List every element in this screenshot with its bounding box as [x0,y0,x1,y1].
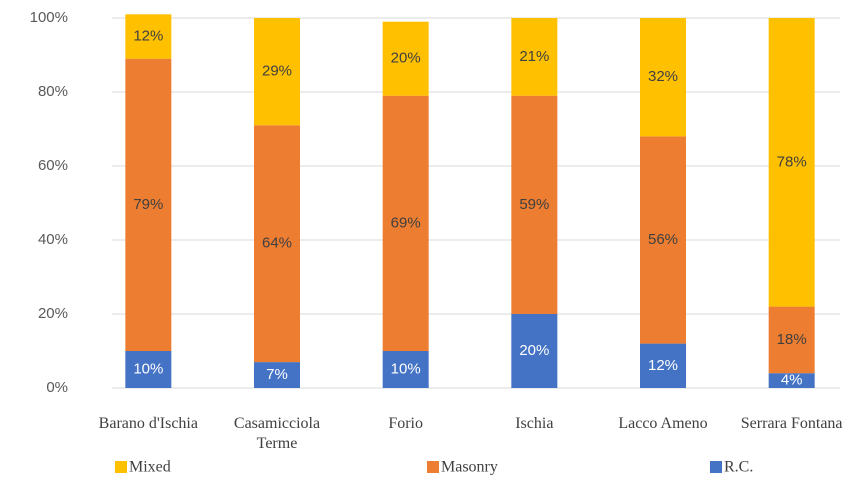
data-label: 78% [777,153,807,170]
legend-label: R.C. [724,459,753,476]
x-tick-label: Ischia [515,415,554,432]
data-label: 79% [133,196,163,213]
y-tick-label: 60% [38,157,68,174]
x-tick-label: Casamicciola Terme [233,415,321,452]
data-label: 10% [391,360,421,377]
bar-segment [640,136,686,344]
y-tick-label: 0% [46,379,68,396]
data-label: 29% [262,63,292,80]
legend-label: Masonry [441,459,498,476]
bar-segment [382,21,429,96]
bar-segment [640,343,686,388]
data-label: 56% [648,231,678,248]
bar-segment [511,18,558,96]
bar-segment [254,18,300,126]
bar-segment [511,95,558,314]
data-label: 32% [648,68,678,85]
legend-swatch [115,461,127,473]
x-tick-label: Lacco Ameno [618,415,708,432]
bar-segment [382,95,429,351]
y-tick-label: 40% [38,231,68,248]
data-label: 12% [648,357,678,374]
y-tick-label: 100% [30,9,68,26]
bar-segment [511,314,558,388]
data-label: 21% [519,48,549,65]
data-label: 18% [777,331,807,348]
bar-segment [125,14,172,59]
bar-segment [382,351,429,388]
data-label: 20% [519,342,549,359]
bar-segment [768,18,815,307]
bar-segment [125,58,172,351]
data-label: 7% [266,366,288,383]
data-label: 4% [781,372,803,389]
data-label: 20% [391,50,421,67]
bar-segment [254,362,300,388]
data-label: 64% [262,235,292,252]
bar-segment [125,351,172,388]
data-label: 59% [519,196,549,213]
bar-segment [768,306,815,374]
legend-swatch [427,461,439,473]
data-label: 12% [133,27,163,44]
bar-segment [254,125,300,363]
x-tick-label: Forio [388,415,423,432]
bar-segment [640,18,686,137]
data-label: 10% [133,360,163,377]
x-tick-label: Barano d'Ischia [98,415,198,432]
legend-swatch [710,461,722,473]
y-tick-label: 80% [38,83,68,100]
bar-segment [768,373,815,388]
legend-label: Mixed [129,459,171,476]
data-label: 69% [391,214,421,231]
x-tick-label: Serrara Fontana [740,415,843,432]
y-tick-label: 20% [38,305,68,322]
